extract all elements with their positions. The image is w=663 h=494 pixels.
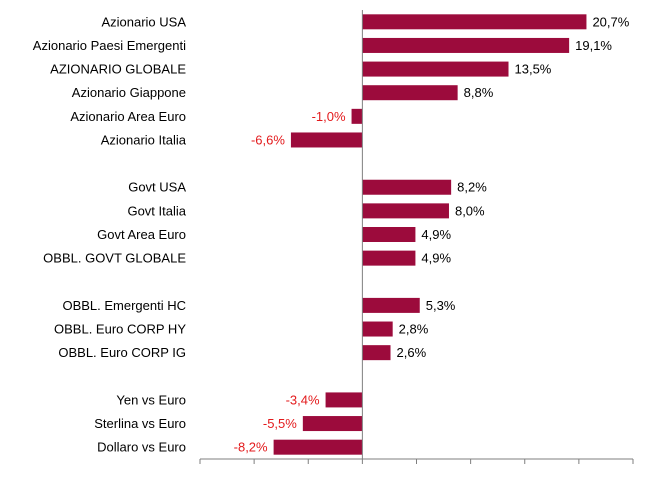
category-label: Azionario Paesi Emergenti bbox=[33, 38, 186, 53]
category-label: AZIONARIO GLOBALE bbox=[50, 62, 186, 77]
data-label: 20,7% bbox=[592, 14, 629, 29]
category-label: OBBL. Euro CORP HY bbox=[54, 322, 186, 337]
bar bbox=[362, 227, 416, 242]
category-label: Govt Italia bbox=[127, 203, 186, 218]
bar bbox=[302, 416, 363, 432]
bar bbox=[362, 345, 391, 361]
category-label: Azionario Giappone bbox=[72, 85, 186, 100]
data-label: 4,9% bbox=[421, 227, 451, 242]
bar bbox=[362, 61, 509, 77]
category-label: Azionario USA bbox=[101, 14, 186, 29]
category-label: OBBL. GOVT GLOBALE bbox=[43, 251, 186, 266]
data-label: -3,4% bbox=[286, 392, 320, 407]
data-label: 4,9% bbox=[421, 251, 451, 266]
bar bbox=[362, 297, 420, 313]
bar bbox=[362, 85, 458, 101]
data-label: -6,6% bbox=[251, 132, 285, 147]
category-label: Govt USA bbox=[128, 180, 186, 195]
bar bbox=[273, 439, 363, 455]
category-label: Govt Area Euro bbox=[97, 227, 186, 242]
bar bbox=[362, 321, 393, 337]
data-label: 8,8% bbox=[464, 85, 494, 100]
category-label: Azionario Area Euro bbox=[70, 109, 186, 124]
data-label: -1,0% bbox=[312, 109, 346, 124]
data-label: 13,5% bbox=[515, 62, 552, 77]
bars-layer bbox=[273, 14, 587, 455]
data-label: 2,8% bbox=[399, 322, 429, 337]
data-label: -5,5% bbox=[263, 416, 297, 431]
category-label: Sterlina vs Euro bbox=[94, 416, 186, 431]
axis-layer bbox=[199, 10, 634, 464]
bar bbox=[362, 14, 587, 30]
category-label: OBBL. Euro CORP IG bbox=[58, 345, 186, 360]
bar bbox=[362, 179, 452, 195]
category-label: Yen vs Euro bbox=[116, 392, 186, 407]
category-label: Dollaro vs Euro bbox=[97, 440, 186, 455]
bar bbox=[362, 37, 570, 53]
bar bbox=[362, 203, 449, 219]
labels-layer: Azionario USA 20,7% Azionario Paesi Emerge… bbox=[33, 14, 630, 454]
data-label: 8,2% bbox=[457, 180, 487, 195]
data-label: 5,3% bbox=[426, 298, 456, 313]
category-label: OBBL. Emergenti HC bbox=[62, 298, 186, 313]
data-label: -8,2% bbox=[234, 440, 268, 455]
bar bbox=[325, 392, 363, 408]
data-label: 2,6% bbox=[397, 345, 427, 360]
data-label: 19,1% bbox=[575, 38, 612, 53]
data-label: 8,0% bbox=[455, 203, 485, 218]
bar bbox=[362, 250, 416, 266]
category-label: Azionario Italia bbox=[101, 132, 187, 147]
bar bbox=[351, 108, 363, 124]
bar bbox=[290, 132, 363, 148]
